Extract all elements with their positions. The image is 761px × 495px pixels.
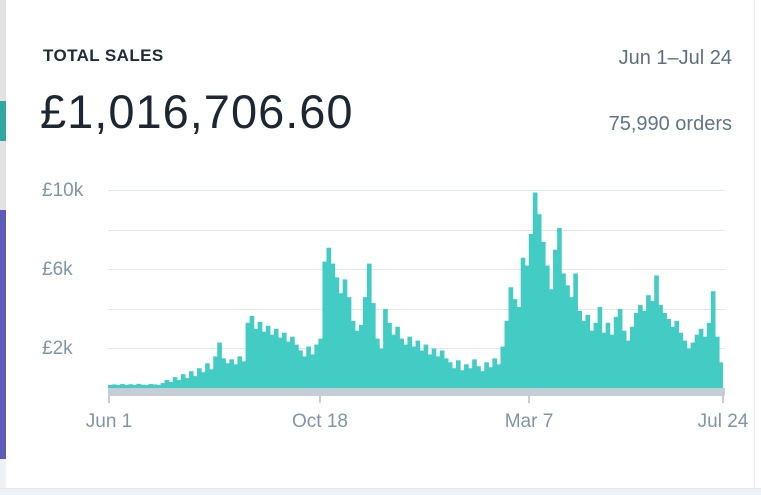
x-tick-jul24 (722, 396, 724, 403)
gridline-8k (108, 230, 725, 231)
adjacent-card-edge (0, 0, 6, 495)
x-axis-band[interactable] (108, 388, 725, 396)
adjacent-background-sliver (0, 459, 6, 495)
total-sales-card: TOTAL SALES £1,016,706.60 Jun 1–Jul 24 7… (6, 0, 761, 488)
sales-bar-chart[interactable] (108, 185, 723, 388)
gridline-10k (108, 190, 725, 191)
total-sales-amount: £1,016,706.60 (40, 85, 354, 138)
x-axis-label-mar7: Mar 7 (504, 411, 554, 432)
y-axis-label-2k: £2k (42, 338, 73, 359)
card-right-divider (754, 0, 755, 488)
card-header-meta: Jun 1–Jul 24 75,990 orders (609, 46, 732, 136)
gridline-4k (108, 309, 725, 310)
x-tick-oct18 (319, 396, 321, 403)
x-axis-label-jun1: Jun 1 (85, 411, 133, 432)
date-range-label: Jun 1–Jul 24 (618, 47, 732, 69)
page-background-bottom (0, 488, 761, 495)
gridline-6k (108, 269, 725, 270)
x-axis-label-jul24: Jul 24 (697, 411, 749, 432)
adjacent-purple-chart-sliver (0, 210, 6, 459)
orders-count-label: 75,990 orders (608, 113, 732, 135)
y-axis-label-6k: £6k (42, 259, 73, 280)
card-title: TOTAL SALES (43, 46, 164, 65)
x-axis-label-oct18: Oct 18 (292, 411, 348, 432)
x-tick-mar7 (528, 396, 530, 403)
x-tick-jun1 (108, 396, 110, 403)
adjacent-teal-chart-sliver (0, 101, 6, 141)
y-axis-label-10k: £10k (42, 180, 84, 201)
